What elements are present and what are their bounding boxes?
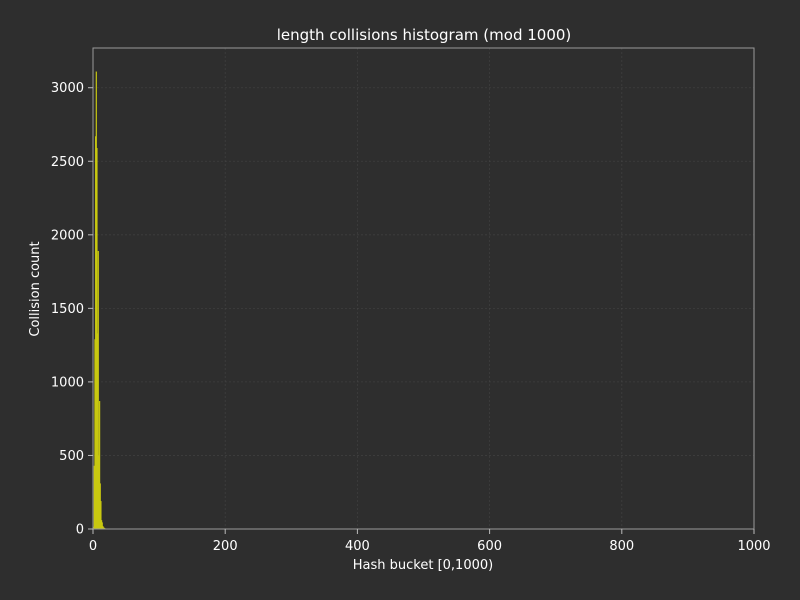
bar (97, 333, 99, 529)
y-tick-label: 2000 (51, 228, 84, 243)
y-axis-label: Collision count (28, 241, 43, 336)
bar (100, 520, 103, 529)
chart-title: length collisions histogram (mod 1000) (277, 26, 572, 44)
bar (95, 71, 97, 530)
x-tick-label: 400 (345, 539, 370, 554)
y-tick-label: 1500 (51, 302, 84, 317)
x-tick-label: 0 (89, 539, 97, 554)
grid (93, 48, 754, 529)
y-axis-ticks: 0 500 1000 1500 2000 2500 3000 (51, 81, 93, 538)
bar (95, 136, 97, 529)
x-axis-label: Hash bucket [0,1000) (353, 558, 493, 573)
bar (99, 401, 101, 529)
bar (96, 148, 98, 529)
y-tick-label: 500 (59, 449, 84, 464)
bar (102, 526, 104, 529)
bar (94, 339, 96, 529)
bar (103, 527, 105, 529)
bar (101, 522, 103, 529)
bar (93, 526, 95, 529)
bars (93, 71, 109, 530)
plot-frame (92, 47, 755, 530)
bar (93, 465, 95, 529)
x-tick-label: 200 (213, 539, 238, 554)
bar (98, 455, 100, 529)
y-tick-label: 3000 (51, 81, 84, 96)
y-tick-label: 2500 (51, 155, 84, 170)
x-axis-ticks: 0 200 400 600 800 1000 (89, 529, 771, 554)
bar (97, 250, 99, 529)
x-tick-label: 1000 (737, 539, 770, 554)
y-tick-label: 0 (76, 523, 84, 538)
x-tick-label: 600 (477, 539, 502, 554)
bar (100, 501, 102, 529)
y-tick-label: 1000 (51, 375, 84, 390)
bar (99, 483, 101, 529)
bar (102, 527, 105, 529)
x-tick-label: 800 (609, 539, 634, 554)
